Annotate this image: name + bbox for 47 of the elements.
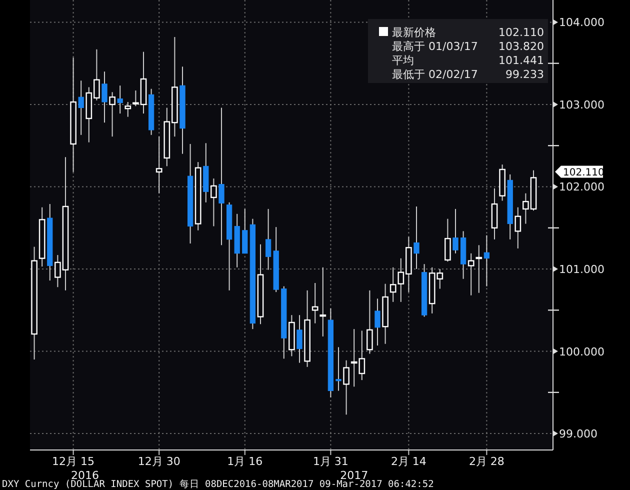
candlestick: [484, 234, 490, 287]
candlestick: [210, 178, 217, 227]
candlestick: [102, 71, 108, 124]
candlestick: [414, 206, 420, 270]
candlestick: [78, 80, 84, 136]
candlestick: [265, 208, 272, 270]
candlestick: [491, 188, 498, 240]
y-tick-label: 103.000: [559, 98, 604, 112]
candlestick: [320, 266, 326, 337]
candlestick: [312, 282, 318, 324]
x-tick-label: 2月 14: [390, 455, 426, 468]
y-tick-label: 99.000: [559, 428, 598, 441]
annotation: 102.110: [498, 26, 544, 39]
candlestick: [336, 346, 342, 392]
x-tick-label: 1月 31: [312, 455, 348, 468]
text: DXY Curncy (DOLLAR INDEX SPOT) 每日 08DEC2016-08MAR2017 09-Mar-2017 06:42:52: [2, 478, 434, 490]
candlestick: [117, 85, 123, 114]
y-tick-label: 104.000: [559, 16, 604, 30]
candlestick: [242, 208, 248, 254]
y-tick-label: 100.000: [559, 345, 604, 358]
y-tick-label: 102.000: [559, 180, 604, 194]
candlestick: [296, 314, 302, 364]
annotation: 101.441: [498, 54, 544, 67]
candlestick: [218, 107, 224, 246]
candlestick: [444, 218, 451, 262]
candlestick: [343, 360, 350, 416]
annotation: 99.233: [506, 68, 544, 81]
text: 102.110: [563, 168, 604, 179]
x-tick-label: 12月 30: [138, 455, 180, 468]
x-tick-label: 2月 28: [468, 455, 504, 468]
annotation: 103.820: [498, 40, 544, 53]
x-tick-label: 12月 15: [52, 455, 95, 468]
candlestick: [366, 290, 373, 354]
candlestick: [468, 252, 474, 296]
x-tick-label: 1月 16: [227, 455, 263, 468]
annotation: 最低于 02/02/17: [392, 68, 478, 81]
candlestick: [514, 206, 522, 249]
candlestick: [476, 244, 482, 294]
candlestick: [374, 298, 380, 346]
candlestick: [452, 208, 458, 254]
legend-label: 最新价格: [392, 26, 436, 39]
annotation: 平均: [392, 54, 414, 67]
y-tick-label: 101.000: [559, 263, 604, 276]
candlestick: [124, 102, 132, 118]
candlestick: [109, 92, 116, 138]
candlestick: [156, 136, 162, 194]
annotation: 最高于 01/03/17: [392, 40, 478, 53]
